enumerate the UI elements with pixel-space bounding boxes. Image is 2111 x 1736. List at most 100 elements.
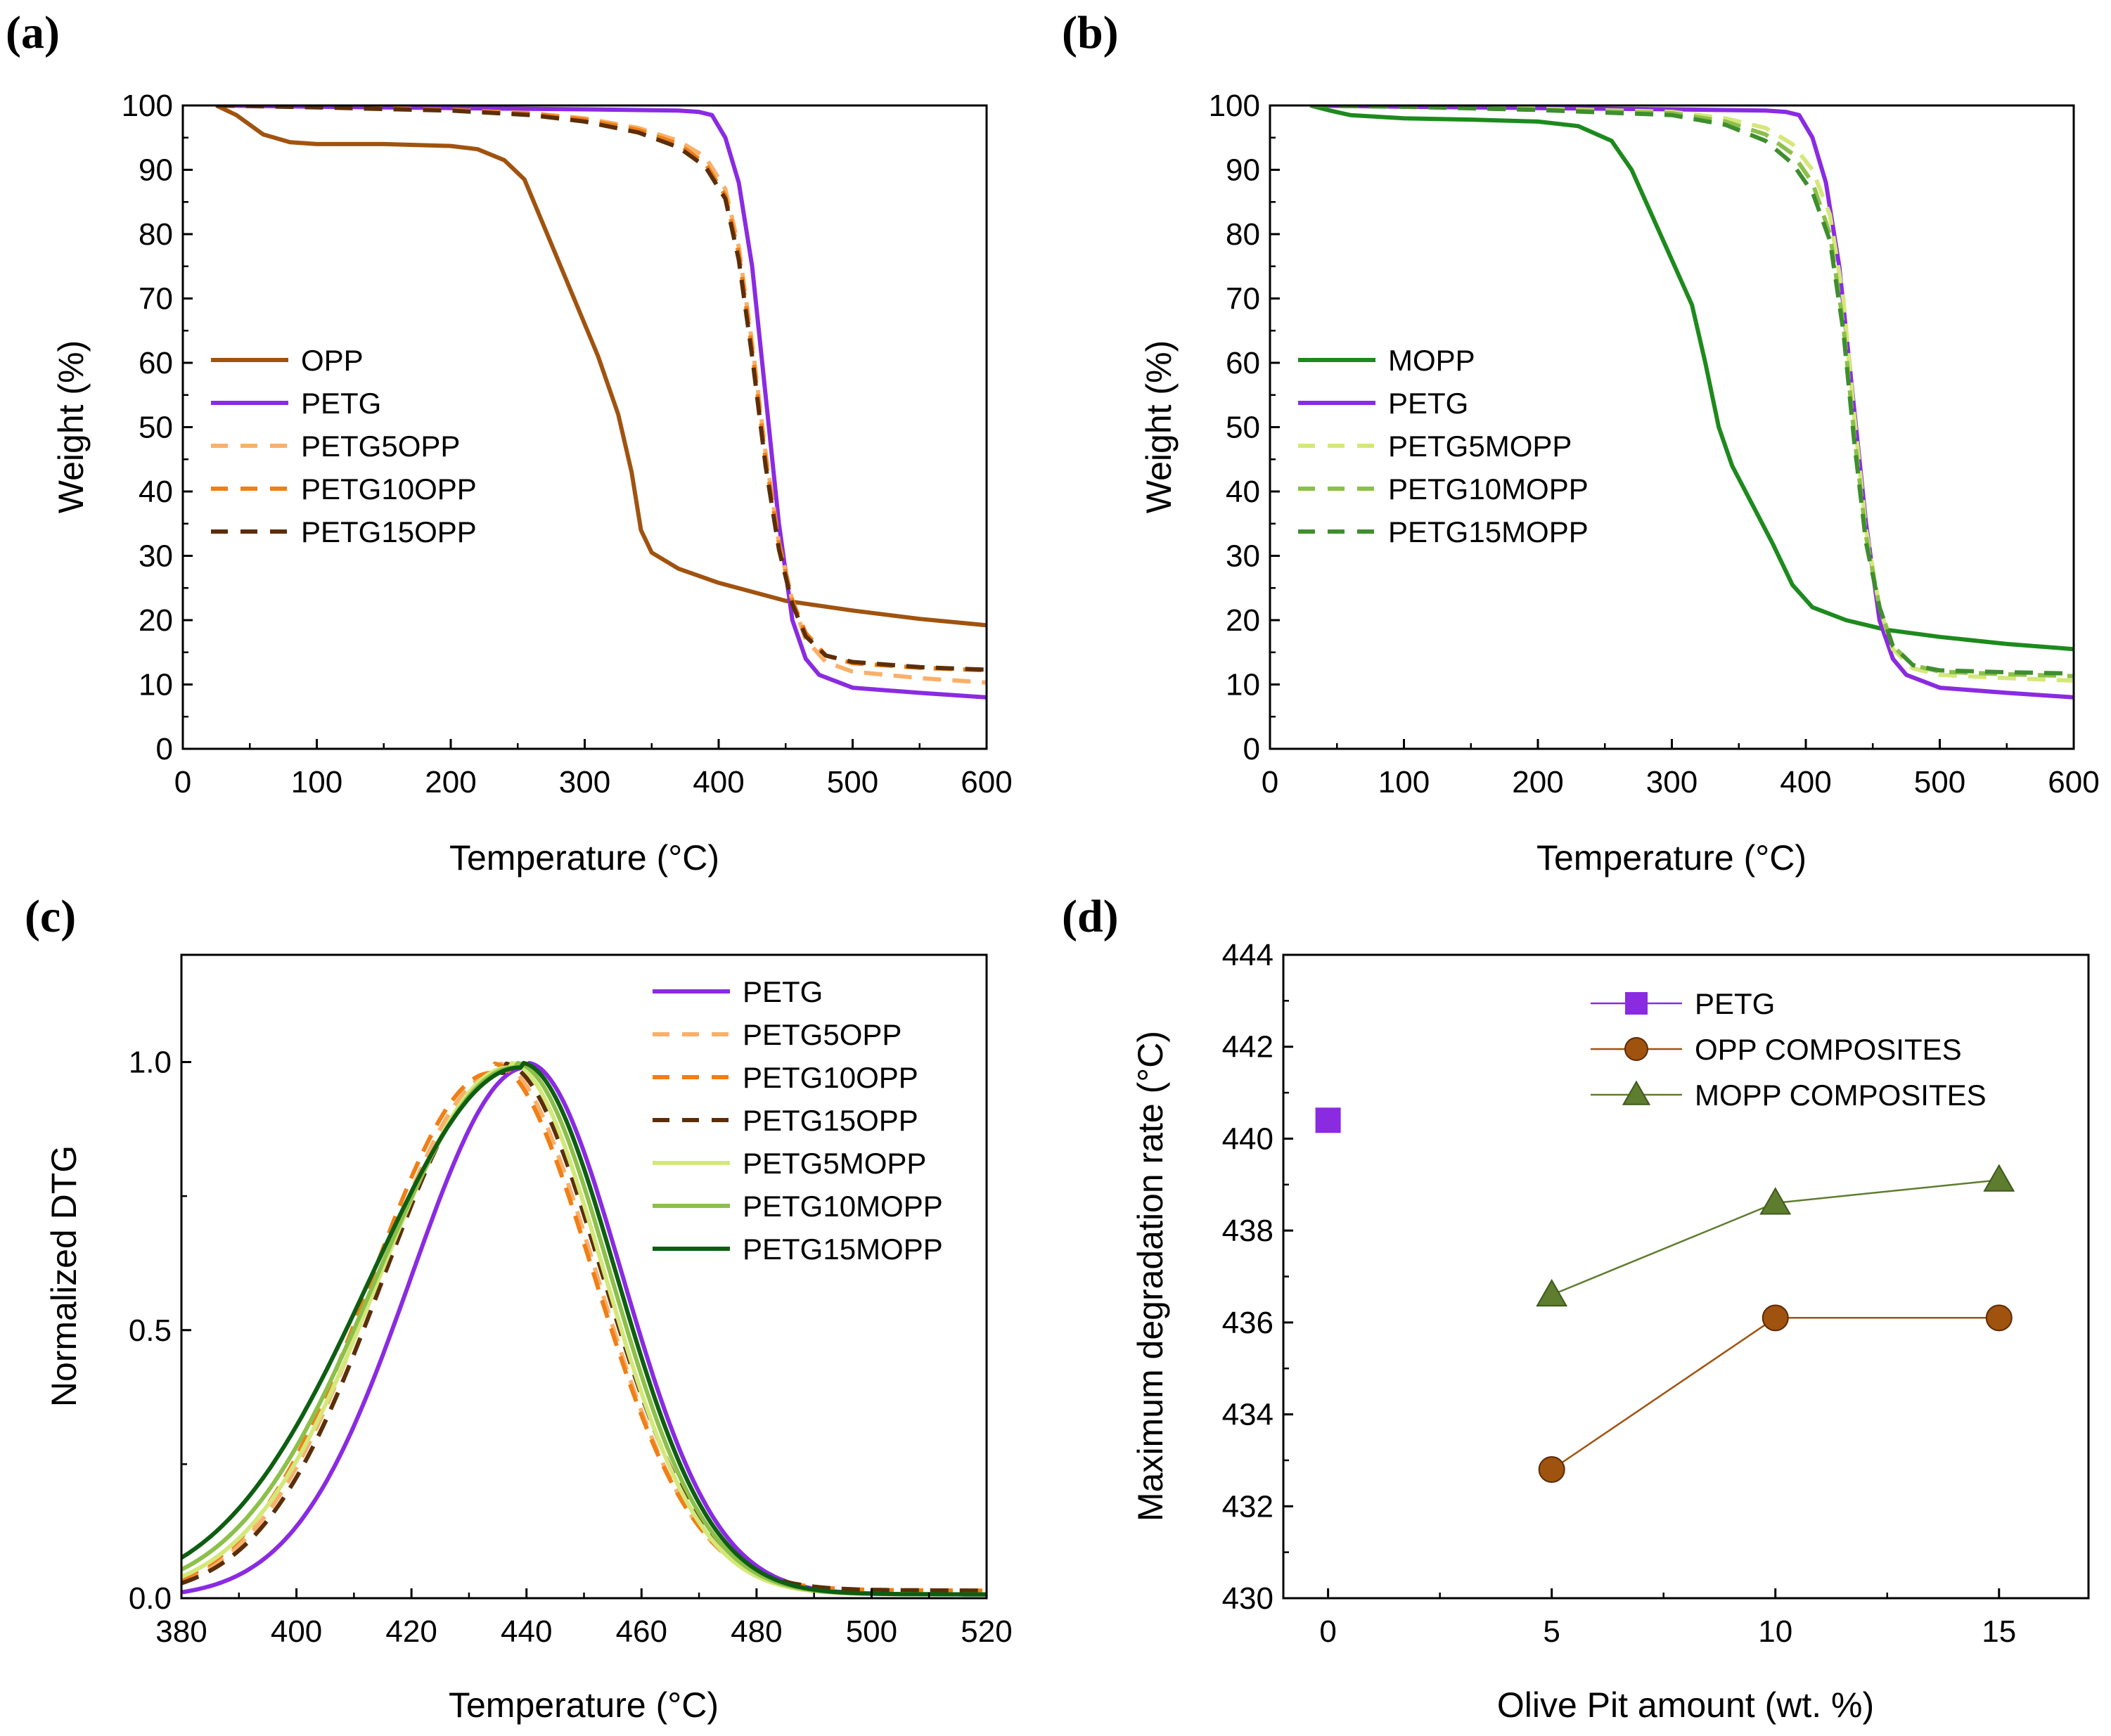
x-tick-label: 500 bbox=[846, 1614, 897, 1649]
series-group bbox=[181, 1060, 987, 1597]
x-tick-label: 440 bbox=[501, 1614, 552, 1649]
y-tick-label: 438 bbox=[1222, 1214, 1273, 1248]
legend-label: PETG bbox=[1695, 987, 1775, 1020]
y-tick-label: 1.0 bbox=[129, 1046, 172, 1080]
x-tick-label: 600 bbox=[961, 765, 1012, 799]
x-tick-label: 300 bbox=[1646, 765, 1698, 799]
legend-label: PETG15OPP bbox=[301, 515, 477, 548]
y-tick-label: 40 bbox=[1226, 475, 1260, 509]
data-point-triangle bbox=[1536, 1278, 1568, 1307]
y-tick-label: 0.5 bbox=[129, 1313, 172, 1348]
y-axis-title-c: Normalized DTG bbox=[44, 1145, 84, 1407]
series-line-petg5opp bbox=[216, 105, 987, 685]
y-tick-label: 440 bbox=[1222, 1121, 1273, 1156]
x-tick-label: 520 bbox=[961, 1614, 1012, 1649]
data-point-circle bbox=[1985, 1304, 2013, 1332]
series-line-mopp bbox=[1309, 105, 2074, 652]
y-tick-label: 30 bbox=[1226, 539, 1260, 574]
y-tick-label: 444 bbox=[1222, 938, 1273, 972]
series-line-petg15opp bbox=[216, 105, 987, 672]
x-tick-label: 380 bbox=[155, 1614, 207, 1649]
legend-label: PETG15MOPP bbox=[1388, 515, 1589, 548]
series-line-petg15mopp bbox=[181, 1060, 987, 1597]
data-point-circle bbox=[1624, 1037, 1648, 1061]
plot-area-d: 0 5 10 15 430 432 434 436 438 440 442 444 PETG OPP CO… bbox=[1222, 938, 2017, 1649]
x-axis-title-c: Temperature (°C) bbox=[449, 1685, 719, 1725]
series-line-opp bbox=[215, 105, 987, 628]
panel-label-a: (a) bbox=[6, 7, 60, 58]
y-tick-label: 100 bbox=[122, 89, 173, 123]
legend-label: MOPP COMPOSITES bbox=[1695, 1079, 1987, 1112]
x-tick-label: 400 bbox=[271, 1614, 322, 1649]
series-line-petg bbox=[181, 1060, 987, 1597]
legend-label: PETG5MOPP bbox=[743, 1147, 926, 1180]
x-tick-label: 100 bbox=[1378, 765, 1430, 799]
panel-a: (a) 0 100 200 300 400 500 600 0 10 20 30 40 50 60 70 80… bbox=[6, 7, 1013, 877]
x-axis-title-a: Temperature (°C) bbox=[449, 838, 719, 877]
y-tick-label: 80 bbox=[139, 217, 173, 252]
y-tick-label: 50 bbox=[139, 411, 173, 445]
x-tick-label: 480 bbox=[731, 1614, 782, 1649]
data-point-square bbox=[1625, 992, 1648, 1015]
axes-frame-d bbox=[1282, 953, 2090, 1600]
y-tick-label: 0 bbox=[1243, 732, 1260, 766]
x-tick-label: 0 bbox=[1319, 1614, 1336, 1649]
panel-label-b: (b) bbox=[1062, 7, 1119, 58]
x-tick-label: 400 bbox=[693, 765, 744, 799]
legend-label: PETG10OPP bbox=[301, 472, 477, 506]
x-tick-label: 10 bbox=[1758, 1614, 1792, 1649]
legend-label: PETG15MOPP bbox=[743, 1233, 943, 1266]
panel-label-d: (d) bbox=[1062, 891, 1119, 942]
panel-d: (d) 0 5 10 15 430 432 434 436 438 440 442 444 PETG OP… bbox=[1062, 891, 2090, 1725]
series-line-petg10mopp bbox=[181, 1060, 987, 1597]
y-tick-label: 70 bbox=[139, 282, 173, 316]
x-tick-label: 0 bbox=[174, 765, 191, 799]
x-tick-label: 15 bbox=[1982, 1614, 2016, 1649]
data-point-circle bbox=[1538, 1456, 1565, 1483]
y-tick-label: 434 bbox=[1222, 1398, 1273, 1432]
y-axis-title-a: Weight (%) bbox=[51, 340, 91, 513]
legend-label: PETG10OPP bbox=[743, 1061, 918, 1094]
data-point-triangle bbox=[1759, 1187, 1792, 1215]
series-line-petg15mopp bbox=[1310, 105, 2074, 676]
panel-b: (b) 0 100 200 300 400 500 600 0 10 20 30 40 50 60 70 80… bbox=[1062, 7, 2100, 877]
series-group bbox=[215, 105, 987, 700]
x-tick-label: 0 bbox=[1262, 765, 1278, 799]
legend-label: PETG10MOPP bbox=[743, 1190, 943, 1223]
plot-area-b: 0 100 200 300 400 500 600 0 10 20 30 40 50 60 70 80 90 10… bbox=[1209, 89, 2100, 799]
y-axis-title-b: Weight (%) bbox=[1139, 340, 1179, 513]
plot-area-a: 0 100 200 300 400 500 600 0 10 20 30 40 50 60 70 80 90 10… bbox=[122, 89, 1013, 799]
series-line-opp-composites bbox=[1551, 1317, 1999, 1471]
y-tick-label: 442 bbox=[1222, 1030, 1273, 1065]
x-axis-title-b: Temperature (°C) bbox=[1536, 838, 1807, 877]
series-group bbox=[1315, 1107, 2015, 1483]
series-line-petg10opp bbox=[181, 1061, 987, 1593]
x-tick-label: 5 bbox=[1543, 1614, 1560, 1649]
data-point-triangle bbox=[1983, 1164, 2015, 1192]
x-tick-label: 200 bbox=[1512, 765, 1563, 799]
y-tick-label: 60 bbox=[139, 346, 173, 380]
x-tick-label: 400 bbox=[1780, 765, 1831, 799]
legend-label: PETG bbox=[301, 387, 381, 420]
legend: PETG OPP COMPOSITES MOPP COMPOSITES bbox=[1591, 987, 1987, 1112]
legend-label: PETG15OPP bbox=[743, 1104, 918, 1137]
y-tick-label: 70 bbox=[1226, 282, 1260, 316]
legend-label: PETG5MOPP bbox=[1388, 430, 1572, 463]
series-group bbox=[1309, 105, 2074, 700]
y-tick-label: 432 bbox=[1222, 1489, 1273, 1524]
series-line-petg15opp bbox=[181, 1061, 987, 1593]
legend-label: PETG5OPP bbox=[743, 1018, 901, 1051]
y-tick-label: 80 bbox=[1226, 217, 1260, 252]
x-tick-label: 100 bbox=[291, 765, 342, 799]
y-tick-label: 40 bbox=[139, 475, 173, 509]
panel-label-c: (c) bbox=[25, 891, 76, 942]
data-point-circle bbox=[1762, 1304, 1789, 1332]
y-tick-label: 0 bbox=[156, 732, 173, 766]
axes-frame-b bbox=[1269, 104, 2075, 750]
y-tick-label: 0.0 bbox=[129, 1581, 172, 1616]
legend: PETG PETG5OPP PETG10OPP PETG15OPP PETG5MOPP P… bbox=[653, 975, 943, 1266]
data-point-square bbox=[1315, 1107, 1341, 1133]
y-tick-label: 100 bbox=[1209, 89, 1260, 123]
legend-label: MOPP bbox=[1388, 344, 1475, 377]
